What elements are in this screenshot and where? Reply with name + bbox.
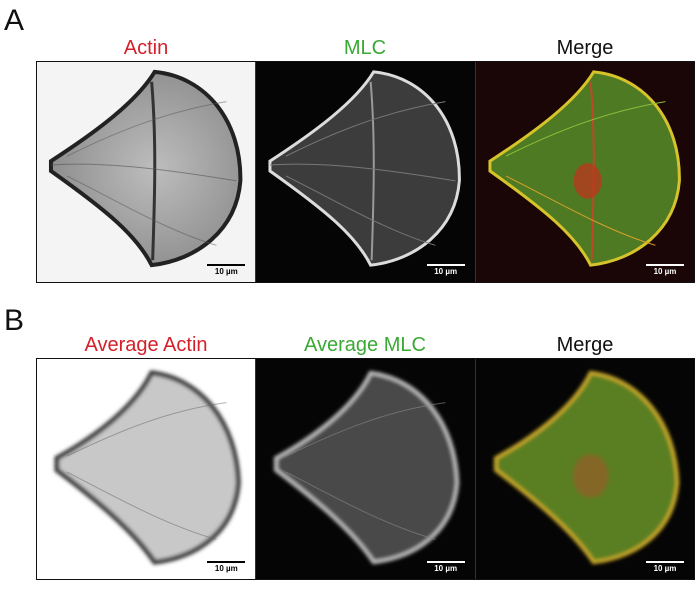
merge-title-a: Merge [556, 37, 614, 59]
average-mlc-micrograph-b: 10 µm [255, 359, 475, 579]
mlc-title-b: Average MLC [304, 334, 426, 356]
image-row-a: 10 µm 10 µm 10 µm [36, 61, 695, 283]
merge-micrograph-a: 10 µm [474, 62, 694, 282]
merge-micrograph-b: 10 µm [474, 359, 694, 579]
merge-title-b: Merge [556, 334, 614, 356]
panel-label-a: A [4, 4, 25, 37]
actin-title-a: Actin [123, 37, 169, 59]
scale-bar-merge-a: 10 µm [645, 264, 684, 276]
scale-bar-actin-a: 10 µm [207, 264, 246, 276]
scale-bar-actin-b: 10 µm [207, 561, 246, 573]
image-row-b: 10 µm 10 µm 10 µm [36, 358, 695, 580]
actin-micrograph-a: 10 µm [37, 62, 256, 282]
actin-title-b: Average Actin [84, 334, 208, 356]
panel-label-b: B [4, 304, 25, 337]
mlc-micrograph-a: 10 µm [255, 62, 475, 282]
scale-bar-mlc-b: 10 µm [426, 561, 465, 573]
mlc-title-a: MLC [343, 37, 387, 59]
scale-bar-mlc-a: 10 µm [426, 264, 465, 276]
average-actin-micrograph-b: 10 µm [37, 359, 256, 579]
scale-bar-merge-b: 10 µm [645, 561, 684, 573]
